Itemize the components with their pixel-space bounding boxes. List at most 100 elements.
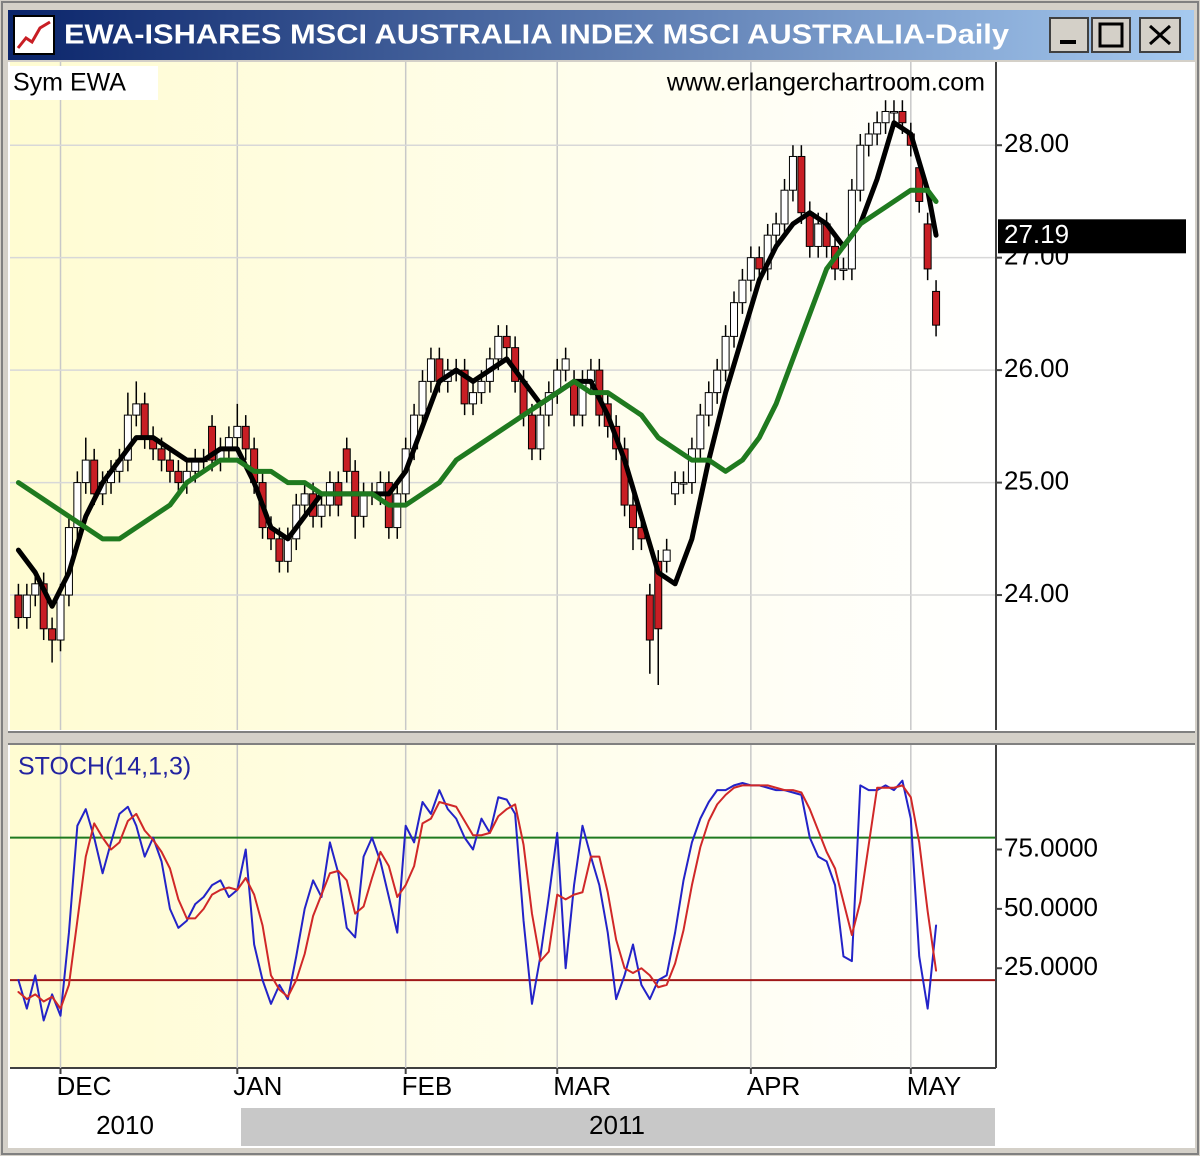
- candle-body: [208, 425, 217, 461]
- year-band: [241, 1108, 995, 1146]
- candle-body: [275, 538, 284, 562]
- candle-body: [393, 493, 402, 529]
- stoch-grid: [10, 745, 995, 1068]
- candle-body: [679, 482, 688, 485]
- indicator-line: [17, 784, 938, 1010]
- candle-body: [645, 594, 654, 641]
- candle-body: [628, 504, 637, 529]
- x-tick-label: MAY: [907, 1071, 961, 1101]
- panel-separator: [8, 731, 1195, 745]
- y-tick-label: 75.0000: [1004, 832, 1098, 862]
- axis-labels: DEC JAN FEB MAR APR MAY24.0025.0026.0027.0028…: [57, 128, 1186, 1101]
- candle-body: [570, 380, 579, 416]
- moving-average-line: [15, 187, 939, 542]
- x-tick-label: JAN: [233, 1071, 282, 1101]
- candle-body: [839, 268, 848, 271]
- last-value-box: [998, 219, 1186, 254]
- candle-body: [418, 380, 427, 416]
- candle-body: [805, 212, 814, 247]
- year-label: 2011: [589, 1110, 645, 1140]
- candle-body: [873, 122, 882, 135]
- maximize-button[interactable]: [1091, 17, 1131, 53]
- candle-body: [31, 583, 40, 596]
- candle-body: [39, 583, 48, 630]
- candle-body: [56, 594, 65, 641]
- candle-body: [157, 448, 166, 461]
- stoch-marks: [17, 779, 938, 1022]
- last-value-label: 27.19: [1004, 219, 1069, 249]
- window-title: EWA-ISHARES MSCI AUSTRALIA INDEX MSCI AU…: [64, 18, 1009, 49]
- candle-body: [73, 482, 82, 529]
- candle-body: [704, 392, 713, 416]
- candle-body: [797, 155, 806, 214]
- candle-body: [881, 110, 890, 124]
- candle-body: [536, 414, 545, 450]
- y-tick-label: 25.0000: [1004, 951, 1098, 981]
- watermark: www.erlangerchartroom.com: [666, 69, 985, 97]
- candle-body: [527, 414, 536, 450]
- candle-body: [494, 335, 503, 360]
- candle-body: [654, 560, 663, 630]
- close-button[interactable]: [1139, 17, 1181, 53]
- x-tick-label: FEB: [402, 1071, 453, 1101]
- candle-body: [132, 403, 141, 416]
- candle-body: [923, 223, 932, 270]
- candle-body: [426, 358, 435, 382]
- price-plot-area: [10, 62, 995, 730]
- candle-body: [788, 155, 797, 191]
- stoch-plot-area: [10, 745, 995, 1068]
- candle-body: [738, 279, 747, 304]
- x-tick-label: MAR: [553, 1071, 611, 1101]
- year-label: 2010: [96, 1110, 154, 1140]
- candle-body: [241, 425, 250, 450]
- price-marks: [14, 100, 941, 686]
- y-tick-label: 26.00: [1004, 353, 1069, 383]
- x-tick-label: APR: [747, 1071, 800, 1101]
- candle-body: [477, 380, 486, 394]
- candle-body: [662, 549, 671, 562]
- symbol-box: [10, 66, 158, 100]
- y-tick-label: 28.00: [1004, 128, 1069, 158]
- candle-body: [814, 223, 823, 247]
- candle-body: [721, 335, 730, 371]
- app-icon: [13, 15, 55, 55]
- candle-body: [932, 290, 941, 326]
- candle-body: [283, 538, 292, 562]
- candle-body: [746, 257, 755, 281]
- candle-body: [174, 470, 183, 484]
- candle-body: [713, 369, 722, 394]
- candle-body: [730, 302, 739, 337]
- y-tick-label: 50.0000: [1004, 892, 1098, 922]
- candle-body: [469, 392, 478, 405]
- candle-body: [889, 110, 898, 114]
- candle-body: [123, 414, 132, 461]
- candle-body: [317, 504, 326, 517]
- title-bar: [8, 10, 1194, 60]
- candle-body: [856, 144, 865, 191]
- minimize-button[interactable]: [1049, 17, 1089, 53]
- candle-body: [671, 482, 680, 495]
- candle-body: [696, 414, 705, 450]
- moving-average-line: [15, 120, 939, 609]
- symbol-label: Sym EWA: [13, 69, 126, 97]
- candle-body: [502, 335, 511, 349]
- candle-body: [300, 493, 309, 506]
- candle-body: [898, 110, 907, 124]
- candle-body: [90, 459, 99, 495]
- candle-body: [22, 594, 31, 619]
- candle-body: [755, 257, 764, 270]
- candle-body: [140, 403, 149, 439]
- candle-body: [780, 189, 789, 225]
- candle-body: [561, 358, 570, 371]
- indicator-title: STOCH(14,1,3): [18, 753, 191, 781]
- candle-body: [772, 223, 781, 236]
- x-tick-label: DEC: [57, 1071, 112, 1101]
- candle-body: [48, 628, 57, 641]
- candle-body: [544, 392, 553, 416]
- candle-body: [359, 493, 368, 517]
- candle-body: [81, 459, 90, 484]
- candle-body: [342, 448, 351, 472]
